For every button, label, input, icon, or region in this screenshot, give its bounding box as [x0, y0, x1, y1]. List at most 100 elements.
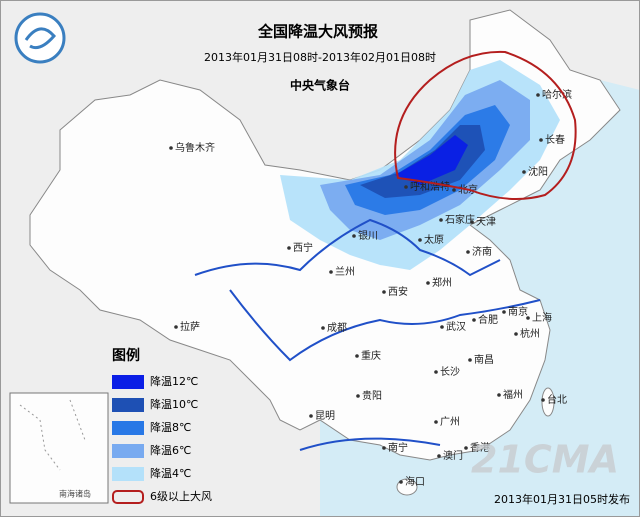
legend-label: 降温4℃ [150, 466, 191, 480]
city-dot [464, 446, 468, 450]
taiwan [541, 387, 555, 417]
title: 全国降温大风预报 [257, 23, 378, 41]
legend-swatch [112, 421, 144, 435]
city-dot [309, 414, 313, 418]
city-dot [541, 398, 545, 402]
city-label: 福州 [503, 388, 523, 401]
city-label: 香港 [470, 442, 490, 454]
legend-label: 降温12℃ [150, 374, 198, 388]
footer: 2013年01月31日05时发布 [494, 492, 630, 506]
city-dot [452, 188, 456, 192]
city-dot [434, 370, 438, 374]
city-label: 银川 [358, 229, 378, 242]
gale-area [394, 50, 577, 200]
yangtze-river [229, 289, 541, 362]
city-label: 南宁 [388, 441, 408, 454]
legend: 图例 降温12℃ 降温10℃ 降温8℃ 降温6℃ 降温4℃ 6级以上大风 [112, 347, 212, 504]
city-label: 成都 [327, 322, 347, 334]
city-dot [468, 358, 472, 362]
city-dot [437, 454, 441, 458]
city-label: 杭州 [520, 327, 540, 340]
legend-swatch [112, 375, 144, 389]
city-dot [352, 234, 356, 238]
cma-logo-mark [24, 27, 56, 50]
inset-islands [19, 399, 86, 471]
city-label: 贵阳 [362, 389, 382, 402]
issuer: 中央气象台 [290, 78, 350, 93]
legend-label: 降温8℃ [150, 420, 191, 434]
city-label: 广州 [440, 416, 460, 428]
city-dot [497, 393, 501, 397]
city-label: 武汉 [446, 320, 466, 333]
pearl-river [299, 437, 441, 451]
city-label: 兰州 [335, 265, 355, 278]
city-label: 长沙 [440, 366, 460, 378]
city-label: 沈阳 [528, 165, 548, 178]
city-dot [287, 246, 291, 250]
inset-label: 南海诸岛 [59, 489, 91, 499]
city-label: 昆明 [315, 410, 335, 422]
period: 2013年01月31日08时-2013年02月01日08时 [204, 50, 436, 64]
city-label: 重庆 [361, 349, 381, 362]
city-dot [329, 270, 333, 274]
city-dot [356, 394, 360, 398]
city-label: 南昌 [474, 353, 494, 366]
city-label: 哈尔滨 [542, 88, 572, 101]
city-dot [539, 138, 543, 142]
legend-title: 图例 [112, 347, 140, 364]
legend-swatch [112, 444, 144, 458]
city-label: 郑州 [432, 276, 452, 289]
city-label: 长春 [545, 134, 565, 146]
city-label: 台北 [547, 393, 567, 406]
city-dot [399, 480, 403, 484]
city-label: 石家庄 [445, 213, 475, 226]
city-label: 济南 [472, 245, 492, 258]
city-dot [174, 325, 178, 329]
cma-logo [14, 12, 66, 64]
city-dot [514, 332, 518, 336]
city-dot [502, 310, 506, 314]
city-dot [522, 170, 526, 174]
inset-box [9, 392, 109, 504]
city-dot [404, 185, 408, 189]
legend-swatch [112, 398, 144, 412]
watermark: 21CMA [471, 438, 619, 482]
city-label: 海口 [405, 475, 425, 488]
city-dot [382, 446, 386, 450]
city-dot [434, 420, 438, 424]
city-dot [321, 326, 325, 330]
city-label: 天津 [476, 216, 496, 228]
city-label: 太原 [424, 233, 444, 246]
city-dot [472, 318, 476, 322]
city-label: 南京 [508, 305, 528, 318]
rivers [194, 218, 541, 451]
city-label: 拉萨 [180, 320, 200, 333]
city-dot [536, 93, 540, 97]
cooling-bands [280, 60, 560, 270]
legend-label: 降温10℃ [150, 397, 198, 411]
cooling-band [395, 135, 468, 185]
city-dot [470, 220, 474, 224]
city-dot [466, 250, 470, 254]
city-label: 上海 [532, 311, 552, 324]
city-dot [526, 316, 530, 320]
city-dot [169, 146, 173, 150]
city-label: 合肥 [478, 313, 498, 326]
legend-label: 6级以上大风 [150, 489, 212, 503]
legend-label: 降温6℃ [150, 443, 191, 457]
city-dot [418, 238, 422, 242]
city-label: 西安 [388, 285, 408, 298]
yellow-river [194, 218, 501, 277]
city-label: 澳门 [443, 449, 463, 462]
city-label: 乌鲁木齐 [175, 141, 215, 154]
city-dot [355, 354, 359, 358]
neighbor-land [0, 0, 640, 215]
city-dot [440, 325, 444, 329]
legend-swatch [112, 467, 144, 481]
legend-swatch [112, 490, 144, 504]
city-dot [382, 290, 386, 294]
city-dot [426, 281, 430, 285]
city-dot [439, 218, 443, 222]
